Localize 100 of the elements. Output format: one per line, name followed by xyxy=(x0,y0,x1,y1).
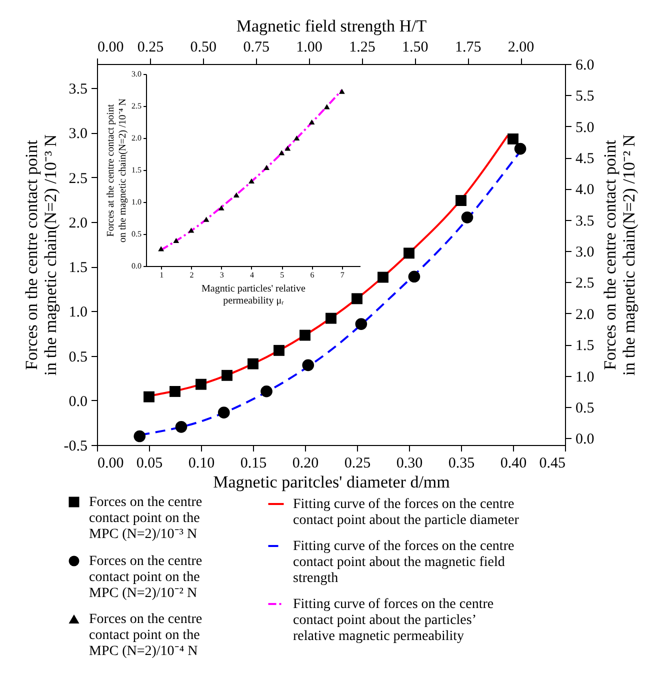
y-tick-label: 0.5 xyxy=(68,349,88,366)
y-tick-label: 2.5 xyxy=(132,102,142,110)
point xyxy=(461,211,474,224)
y-tick-label: 0.0 xyxy=(68,394,88,410)
y-tick-label: 1.5 xyxy=(68,260,88,276)
point xyxy=(144,391,154,402)
x-tick-label: 0.40 xyxy=(500,456,527,472)
y2-tick-label: 6.0 xyxy=(576,58,594,74)
x2-tick-label: 0.00 xyxy=(98,40,124,56)
x-tick-label: 0.15 xyxy=(240,456,267,472)
point xyxy=(203,216,210,222)
x-tick-label: 5 xyxy=(280,270,284,280)
point xyxy=(278,150,285,156)
point xyxy=(514,142,526,155)
y2-tick-label: 2.5 xyxy=(576,276,594,292)
y-tick-label: 1.0 xyxy=(132,198,142,206)
point xyxy=(355,318,368,330)
x-tick-label: 1 xyxy=(160,270,164,280)
y-tick-label: 0.5 xyxy=(132,230,142,238)
y2-tick-label: 2.0 xyxy=(576,306,594,323)
x-tick-label: 0.45 xyxy=(539,456,566,472)
point xyxy=(248,358,258,370)
y-axis-title: Forces on the centre contact point in the magnetic chain(N=2) /10⁻³ N xyxy=(22,134,60,376)
point xyxy=(456,195,466,206)
point xyxy=(158,246,164,252)
point xyxy=(352,293,362,304)
x-tick-label: 3 xyxy=(220,270,224,280)
point xyxy=(284,146,291,151)
x-tick-label: 2 xyxy=(190,270,194,280)
x-tick-label: 4 xyxy=(250,270,254,280)
point xyxy=(233,192,240,198)
x-tick-label: 0.05 xyxy=(136,456,163,472)
point xyxy=(260,385,272,398)
point xyxy=(222,370,232,381)
point xyxy=(248,178,254,184)
y2-tick-label: 5.5 xyxy=(576,88,594,105)
y-tick-label: 2.5 xyxy=(68,170,88,187)
x2-tick-label: 1.50 xyxy=(402,40,428,56)
y-axis-title: Forces at the centre contact point on the magnetic chain(N=2) /10⁻⁴ N xyxy=(106,98,128,243)
y-tick-label: 3.0 xyxy=(132,70,142,78)
x-tick-label: 0.35 xyxy=(448,456,475,472)
y2-tick-label: 3.5 xyxy=(576,213,594,230)
point xyxy=(134,430,146,442)
point xyxy=(294,135,300,141)
x-tick-label: 0.10 xyxy=(188,456,215,472)
y2-tick-label: 0.0 xyxy=(576,432,594,448)
point xyxy=(170,386,180,397)
y2-tick-label: 3.0 xyxy=(576,244,594,261)
x-tick-label: 0.00 xyxy=(98,456,124,472)
x2-tick-label: 1.00 xyxy=(296,40,322,56)
y-tick-label: 1.0 xyxy=(68,304,88,321)
x2-tick-label: 1.75 xyxy=(454,40,482,56)
legend-label: Fitting curve of the forces on the centre contact point about the magnetic field strength xyxy=(293,539,514,586)
point xyxy=(308,119,315,125)
y2-tick-label: 4.0 xyxy=(576,182,594,198)
point xyxy=(338,88,345,94)
x2-tick-label: 0.50 xyxy=(190,40,217,56)
x-tick-label: 0.20 xyxy=(292,456,319,472)
y-tick-label: -0.5 xyxy=(64,438,88,454)
x-axis-title: Magntic particles' relative permeability μᵣ xyxy=(202,284,306,306)
y-tick-label: 2.0 xyxy=(68,215,88,232)
x-tick-label: 0.30 xyxy=(396,456,423,472)
x-tick-label: 7 xyxy=(340,270,344,280)
point xyxy=(218,205,224,210)
x2-tick-label: 0.25 xyxy=(137,40,164,56)
point xyxy=(508,133,518,144)
point xyxy=(326,312,336,324)
point xyxy=(302,359,314,372)
y2-tick-label: 1.0 xyxy=(576,369,594,386)
legend-label: Forces on the centre contact point on the MPC (N=2)/10⁻⁴ N xyxy=(89,612,202,659)
x-tick-label: 0.25 xyxy=(344,456,371,472)
point xyxy=(264,164,270,170)
y-tick-label: 1.5 xyxy=(132,166,142,174)
point xyxy=(218,406,230,418)
y2-tick-label: 5.0 xyxy=(576,120,594,136)
x-tick-label: 6 xyxy=(310,270,314,280)
x2-tick-label: 0.75 xyxy=(243,40,270,56)
point xyxy=(300,330,310,341)
y-tick-label: 0.0 xyxy=(132,262,142,270)
legend-label: Forces on the centre contact point on the MPC (N=2)/10⁻³ N xyxy=(89,495,202,542)
x2-tick-label: 2.00 xyxy=(508,40,534,56)
y2-tick-label: 1.5 xyxy=(576,338,594,354)
y-tick-label: 2.0 xyxy=(132,134,142,142)
point xyxy=(404,248,414,259)
y2-axis-title: Forces on the centre contact point in the magnetic chain(N=2) /10⁻² N xyxy=(600,134,638,376)
y2-tick-label: 0.5 xyxy=(576,400,594,416)
x-axis-title: Magnetic paritcles' diameter d/mm xyxy=(213,472,450,492)
point xyxy=(324,104,330,110)
point xyxy=(175,421,188,433)
point xyxy=(274,344,284,356)
legend-label: Fitting curve of forces on the centre contact point about the particles’ relative magnetic permeability xyxy=(293,597,494,644)
y2-tick-label: 4.5 xyxy=(576,151,594,168)
point xyxy=(378,272,388,283)
x2-tick-label: 1.25 xyxy=(349,40,376,56)
y-tick-label: 3.0 xyxy=(68,126,88,142)
x2-axis-title: Magnetic field strength H/T xyxy=(236,16,428,36)
legend-label: Fitting curve of the forces on the centre contact point about the particle diameter xyxy=(293,497,520,528)
y-tick-label: 3.5 xyxy=(68,82,88,98)
point xyxy=(188,228,194,233)
legend-label: Forces on the centre contact point on the MPC (N=2)/10⁻² N xyxy=(89,554,202,601)
